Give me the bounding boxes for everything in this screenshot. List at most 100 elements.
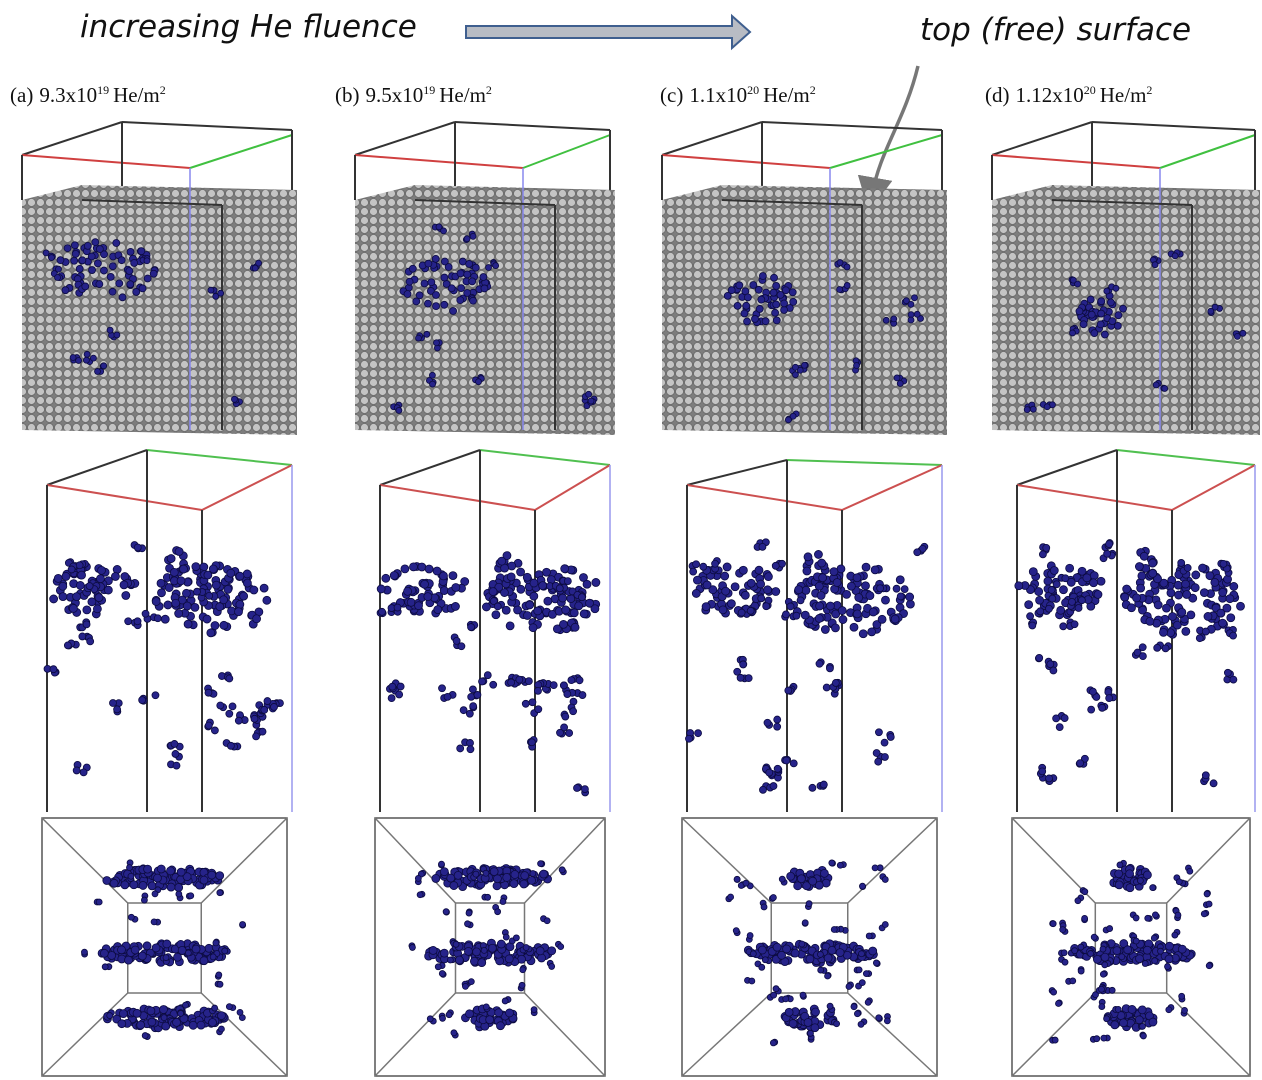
he-atom bbox=[1140, 1023, 1146, 1029]
he-atom bbox=[712, 560, 719, 567]
he-atom bbox=[409, 265, 416, 272]
he-atom bbox=[693, 561, 700, 568]
he-atom bbox=[1151, 935, 1157, 941]
he-atom bbox=[432, 255, 439, 262]
he-atom bbox=[1025, 601, 1033, 609]
he-atom bbox=[1082, 915, 1088, 921]
he-atom bbox=[152, 598, 160, 606]
he-atom bbox=[741, 591, 749, 599]
he-atom bbox=[825, 973, 831, 979]
he-atom bbox=[481, 947, 487, 953]
he-atom bbox=[505, 1009, 513, 1017]
he-atom bbox=[83, 606, 91, 614]
he-atom bbox=[728, 894, 734, 900]
he-atom bbox=[100, 949, 108, 957]
he-atom bbox=[826, 602, 834, 610]
he-atom bbox=[79, 257, 86, 264]
he-atom bbox=[741, 310, 748, 317]
he-atom bbox=[827, 1003, 833, 1009]
he-atom bbox=[539, 582, 547, 590]
he-atom bbox=[1087, 296, 1094, 303]
box-edge bbox=[687, 460, 787, 485]
he-atom bbox=[259, 728, 266, 735]
he-atom bbox=[803, 567, 811, 575]
he-atom bbox=[823, 684, 830, 691]
he-atom bbox=[804, 1018, 812, 1026]
he-atom bbox=[802, 362, 808, 368]
he-atom bbox=[1099, 986, 1105, 992]
he-atom bbox=[73, 767, 80, 774]
he-atom bbox=[747, 607, 754, 614]
he-atom bbox=[751, 315, 758, 322]
he-atom bbox=[462, 983, 468, 989]
he-atom bbox=[592, 578, 600, 586]
he-atom bbox=[773, 301, 780, 308]
he-atom bbox=[549, 963, 555, 969]
he-atom bbox=[1219, 588, 1227, 596]
he-atom bbox=[138, 952, 146, 960]
he-atom bbox=[850, 623, 858, 631]
he-atom bbox=[1138, 1006, 1146, 1014]
he-atom bbox=[514, 606, 522, 614]
he-atom bbox=[157, 579, 165, 587]
label-unit: He/m bbox=[439, 83, 486, 107]
he-atom bbox=[483, 1004, 489, 1010]
he-atom bbox=[1165, 964, 1171, 970]
box-edge bbox=[848, 993, 937, 1076]
he-atom bbox=[213, 940, 219, 946]
he-atom bbox=[107, 273, 114, 280]
he-atom bbox=[495, 909, 501, 915]
he-atom bbox=[1088, 311, 1095, 318]
he-atom bbox=[484, 672, 491, 679]
he-atom bbox=[447, 957, 453, 963]
he-atom bbox=[538, 954, 546, 962]
he-atom bbox=[142, 610, 149, 617]
he-atom bbox=[891, 615, 899, 623]
he-atom bbox=[1202, 628, 1209, 635]
he-atom bbox=[445, 264, 452, 271]
he-atom bbox=[855, 594, 863, 602]
he-atom bbox=[126, 865, 132, 871]
he-atom bbox=[1071, 621, 1078, 628]
he-atom bbox=[465, 1010, 473, 1018]
he-atom bbox=[908, 317, 914, 323]
he-atom bbox=[454, 871, 462, 879]
he-atom bbox=[763, 603, 770, 610]
he-atom bbox=[175, 609, 183, 617]
he-atom bbox=[409, 563, 417, 571]
he-atom bbox=[891, 316, 897, 322]
he-atom bbox=[740, 661, 747, 668]
he-atom bbox=[1091, 934, 1097, 940]
he-atom bbox=[107, 327, 113, 333]
he-atom bbox=[743, 880, 749, 886]
he-atom bbox=[1140, 552, 1148, 560]
he-atom bbox=[570, 609, 578, 617]
he-atom bbox=[451, 602, 459, 610]
he-atom bbox=[429, 946, 437, 954]
he-atom bbox=[506, 622, 514, 630]
he-atom bbox=[830, 568, 838, 576]
he-atom bbox=[50, 666, 57, 673]
he-atom bbox=[1145, 915, 1151, 921]
he-atom bbox=[1196, 635, 1203, 642]
he-atom bbox=[818, 967, 824, 973]
he-atom bbox=[208, 871, 216, 879]
he-atom bbox=[896, 576, 904, 584]
he-atom bbox=[837, 862, 843, 868]
he-atom bbox=[1142, 961, 1148, 967]
he-atom bbox=[455, 956, 463, 964]
he-atom bbox=[441, 301, 448, 308]
he-atom bbox=[415, 335, 421, 341]
he-atom bbox=[466, 710, 473, 717]
he-atom bbox=[216, 972, 222, 978]
he-atom bbox=[536, 947, 544, 955]
he-atom bbox=[906, 593, 914, 601]
he-atom bbox=[881, 753, 888, 760]
he-atom bbox=[812, 1008, 820, 1016]
he-atom bbox=[795, 586, 803, 594]
he-atom bbox=[528, 876, 536, 884]
he-atom bbox=[435, 964, 441, 970]
he-atom bbox=[559, 867, 565, 873]
he-atom bbox=[579, 692, 586, 699]
he-atom bbox=[237, 1009, 243, 1015]
